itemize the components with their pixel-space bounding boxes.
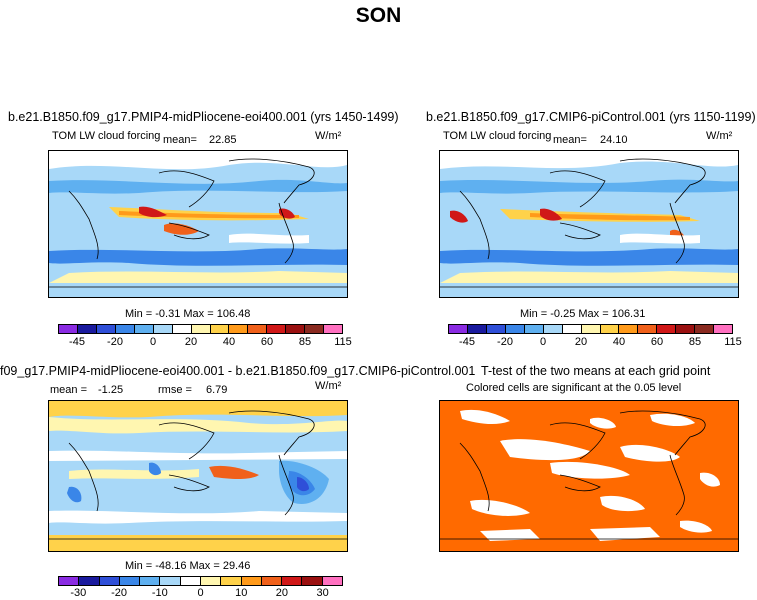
map-pliocene-lwcf [48,150,348,298]
colorbar-swatch [695,325,715,333]
colorbar-tick-label: 0 [539,336,547,348]
panel-title: f09_g17.PMIP4-midPliocene-eoi400.001 - b… [0,364,476,378]
colorbar-tick-label: 60 [260,336,274,348]
colorbar-swatch [191,325,211,333]
panel-title: b.e21.B1850.f09_g17.PMIP4-midPliocene-eo… [8,110,399,124]
colorbar-tick-label: 0 [197,587,204,599]
colorbar-tick-label: 20 [275,587,289,599]
colorbar-tick-label: 115 [724,336,742,348]
colorbar-swatch [160,577,181,585]
colorbar-tick-label: -30 [70,587,87,599]
figure-title: SON [355,4,402,27]
colorbar-swatch [467,325,487,333]
colorbar [448,324,733,334]
colorbar-swatch [714,325,733,333]
colorbar-tick-label: 0 [149,336,157,348]
colorbar-swatch [96,325,116,333]
colorbar-tick-label: -20 [107,336,123,348]
map-difference [48,400,348,552]
panel-subtitle: Colored cells are significant at the 0.0… [466,382,682,394]
colorbar-swatch [153,325,173,333]
colorbar-swatch [77,325,97,333]
colorbar-swatch [180,577,201,585]
colorbar-tick-label: 60 [650,336,664,348]
mean-label: mean= [553,134,587,146]
colorbar-swatch [505,325,525,333]
variable-label: TOM LW cloud forcing [443,130,552,142]
map-ttest-significance [439,400,739,552]
colorbar-swatch [119,577,141,585]
rmse-value: 6.79 [206,384,228,396]
colorbar-swatch [324,325,343,333]
units-label: W/m² [315,380,342,392]
panel-title: b.e21.B1850.f09_g17.CMIP6-piControl.001 … [426,110,756,124]
colorbar-swatch [59,577,80,585]
mean-value: 24.10 [600,134,628,146]
colorbar-tick-label: 115 [334,336,352,348]
colorbar-swatch [267,325,287,333]
colorbar-swatch [200,577,222,585]
min-max-label: Min = -0.25 Max = 106.31 [520,308,646,320]
mean-label: mean= [163,134,197,146]
colorbar-swatch [140,577,161,585]
colorbar-swatch [261,577,283,585]
colorbar-swatch [305,325,325,333]
colorbar-tick-label: -45 [459,336,475,348]
colorbar-swatch [657,325,677,333]
colorbar-tick-label: 40 [612,336,626,348]
colorbar [58,324,343,334]
colorbar-tick-label: 85 [298,336,312,348]
colorbar-swatch [221,577,242,585]
min-max-label: Min = -48.16 Max = 29.46 [125,560,251,572]
colorbar-tick-label: 10 [235,587,248,599]
mean-label: mean = [50,384,87,396]
colorbar-swatch [676,325,696,333]
colorbar-swatch [581,325,601,333]
colorbar-swatch [619,325,639,333]
colorbar-swatch [79,577,100,585]
rmse-label: rmse = [158,384,192,396]
colorbar-swatch [99,577,120,585]
units-label: W/m² [315,130,342,142]
colorbar-swatch [449,325,468,333]
colorbar-tick-label: 20 [184,336,198,348]
colorbar-swatch [248,325,268,333]
colorbar-swatch [172,325,192,333]
colorbar-swatch [486,325,506,333]
colorbar-swatch [543,325,563,333]
mean-value: 22.85 [209,134,237,146]
colorbar-swatch [562,325,582,333]
colorbar-tick-label: -45 [69,336,85,348]
variable-label: TOM LW cloud forcing [52,130,161,142]
colorbar-swatch [638,325,658,333]
colorbar-swatch [282,577,303,585]
min-max-label: Min = -0.31 Max = 106.48 [125,308,251,320]
colorbar-swatch [241,577,262,585]
colorbar [58,576,343,586]
colorbar-swatch [210,325,230,333]
colorbar-swatch [524,325,544,333]
colorbar-tick-label: -20 [497,336,513,348]
colorbar-swatch [286,325,306,333]
units-label: W/m² [706,130,733,142]
colorbar-swatch [59,325,78,333]
colorbar-tick-label: 20 [574,336,588,348]
colorbar-swatch [322,577,342,585]
colorbar-tick-label: 30 [316,587,329,599]
colorbar-swatch [302,577,323,585]
map-picontrol-lwcf [439,150,739,298]
panel-title: T-test of the two means at each grid poi… [481,364,711,378]
colorbar-tick-label: -20 [111,587,128,599]
colorbar-tick-label: 40 [222,336,236,348]
colorbar-tick-label: -10 [151,587,168,599]
colorbar-swatch [134,325,154,333]
colorbar-swatch [115,325,135,333]
colorbar-tick-label: 85 [688,336,702,348]
colorbar-swatch [600,325,620,333]
mean-value: -1.25 [98,384,124,396]
colorbar-swatch [229,325,249,333]
